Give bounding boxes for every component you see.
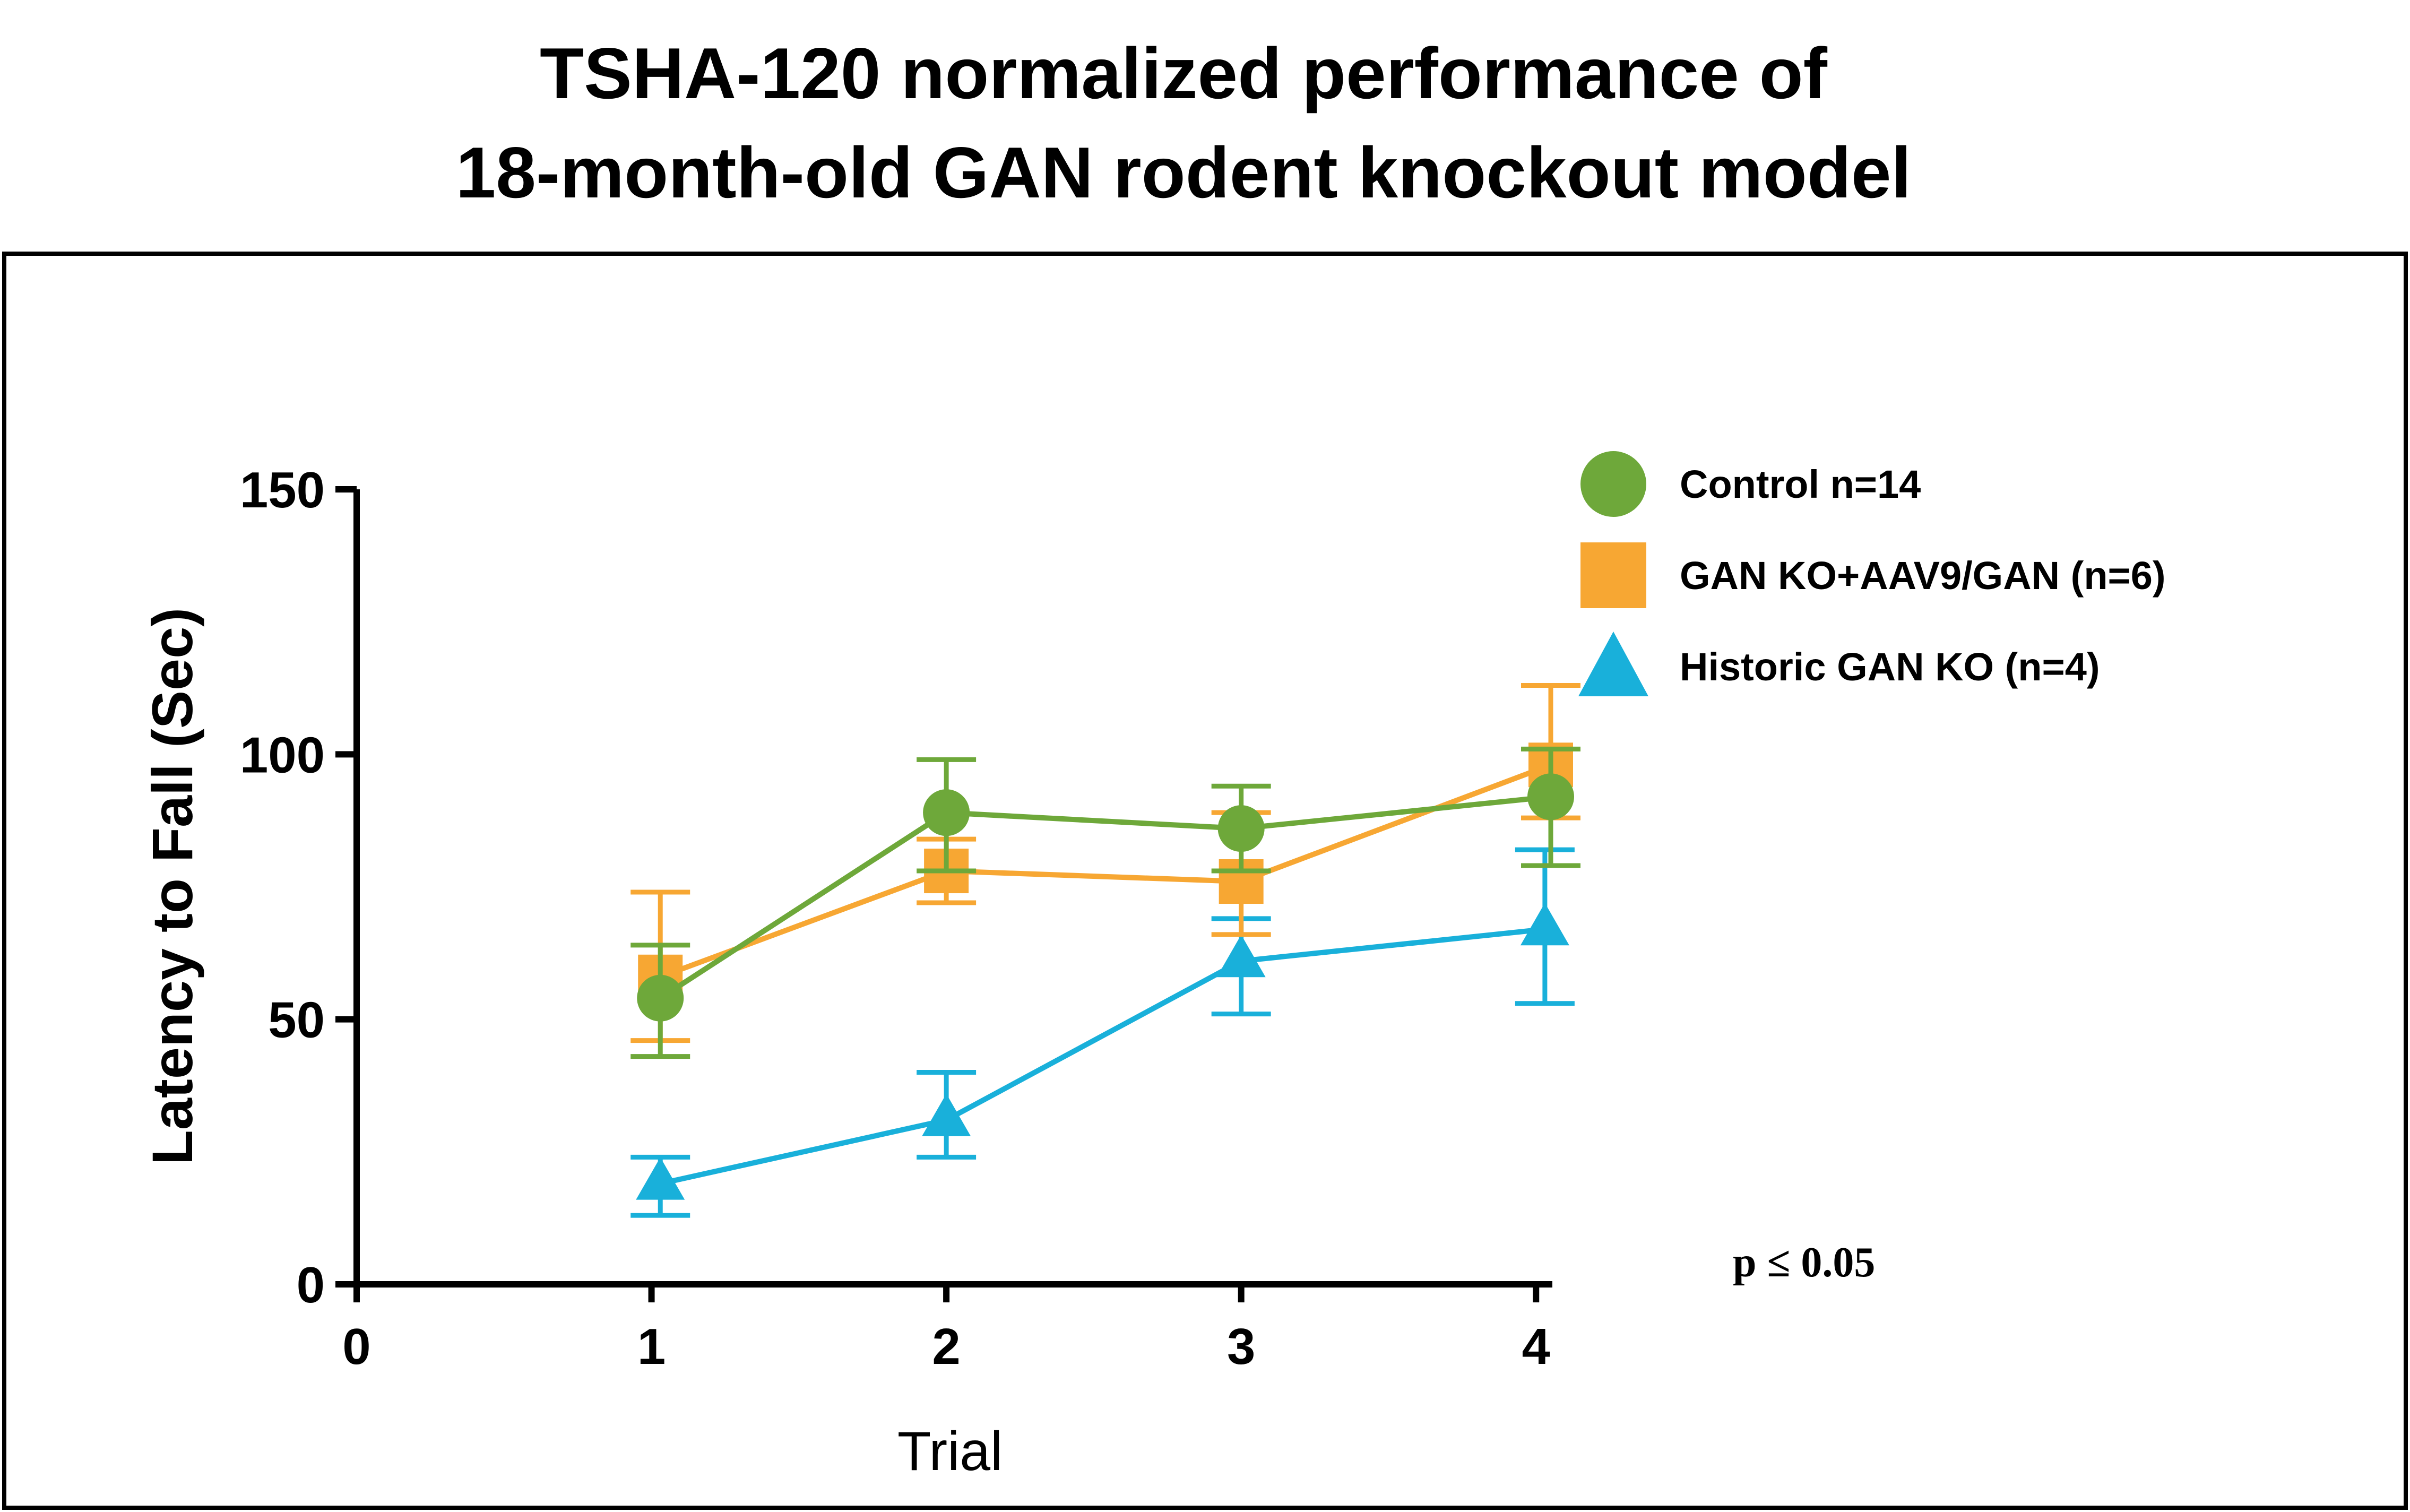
series-3 [630, 847, 1575, 1218]
data-point [1216, 935, 1266, 978]
y-tick-label-50: 50 [268, 992, 325, 1049]
data-point [1217, 805, 1265, 852]
y-ticks: 0 50 100 150 [240, 462, 357, 1314]
x-tick-label-2: 2 [932, 1318, 960, 1375]
chart-title-line-1: TSHA-120 normalized performance of [540, 33, 1828, 114]
legend-label: Control n=14 [1680, 462, 1921, 506]
series-line [659, 762, 1552, 980]
y-tick-label-150: 150 [240, 462, 325, 519]
p-value-annotation: p ≤ 0.05 [1733, 1239, 1875, 1286]
series-1 [630, 746, 1580, 1059]
data-point [1527, 773, 1574, 820]
legend-item-3: Historic GAN KO (n=4) [1578, 632, 2100, 696]
plot-frame [2, 252, 2408, 1510]
data-point [636, 1157, 685, 1200]
legend: Control n=14 GAN KO+AAV9/GAN (n=6) Histori… [1578, 451, 2166, 696]
legend-item-1: Control n=14 [1580, 451, 1921, 517]
legend-label: Historic GAN KO (n=4) [1680, 645, 2100, 689]
data-point [922, 1093, 971, 1136]
data-point [637, 974, 684, 1022]
legend-marker [1578, 632, 1648, 696]
legend-marker [1580, 451, 1646, 517]
y-tick-label-100: 100 [240, 727, 325, 783]
legend-item-2: GAN KO+AAV9/GAN (n=6) [1580, 542, 2166, 608]
chart-title-line-2: 18-month-old GAN rodent knockout model [456, 132, 1912, 213]
y-tick-label-0: 0 [297, 1257, 325, 1314]
series-line [660, 926, 1545, 1187]
legend-label: GAN KO+AAV9/GAN (n=6) [1680, 554, 2166, 598]
data-point [1520, 903, 1569, 946]
x-tick-label-3: 3 [1227, 1318, 1255, 1375]
series-2 [630, 683, 1580, 1043]
y-axis-label: Latency to Fall (Sec) [140, 608, 204, 1165]
series-layer [630, 683, 1580, 1218]
data-point [923, 789, 970, 836]
x-tick-label-0: 0 [342, 1318, 370, 1375]
x-tick-label-1: 1 [637, 1318, 666, 1375]
x-axis-label: Trial [897, 1421, 1003, 1482]
x-ticks: 0 1 2 3 4 [342, 1284, 1550, 1375]
series-line [659, 794, 1551, 1000]
x-tick-label-4: 4 [1522, 1318, 1550, 1375]
legend-marker [1580, 542, 1646, 608]
